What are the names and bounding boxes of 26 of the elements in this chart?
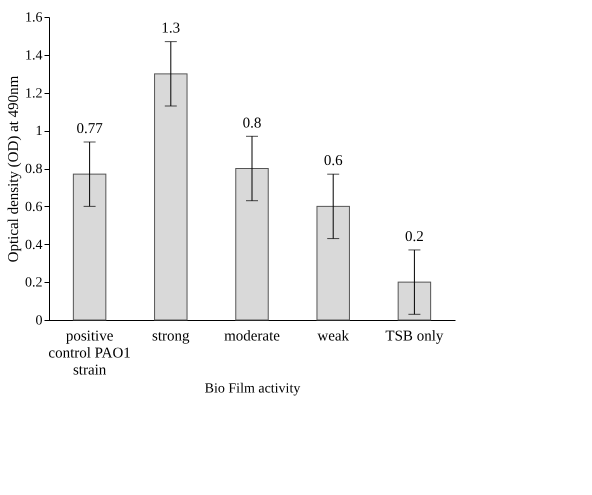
data-label: 0.6 — [324, 153, 344, 170]
bar — [398, 282, 432, 320]
data-label: 1.3 — [161, 20, 180, 37]
y-tick-label: 1.6 — [25, 10, 42, 26]
y-tick-label: 0 — [36, 314, 42, 328]
y-tick-label: 0.8 — [25, 162, 42, 177]
y-tick-label: 1.4 — [25, 48, 42, 64]
x-axis-title: Bio Film activity — [204, 382, 300, 396]
data-label: 0.2 — [405, 228, 424, 245]
bar — [154, 73, 188, 320]
x-tick-label: positive control PAO1 strain — [48, 328, 131, 378]
x-tick-label: strong — [152, 328, 190, 344]
bar — [316, 206, 350, 320]
y-axis-title: Optical density (OD) at 490nm — [6, 75, 22, 262]
bar — [235, 168, 269, 320]
bar — [72, 174, 106, 320]
x-tick-label: moderate — [224, 328, 280, 344]
y-tick-label: 0.2 — [25, 276, 42, 291]
data-label: 0.77 — [76, 120, 104, 137]
x-tick-label: weak — [317, 328, 350, 344]
y-tick-label: 1 — [36, 124, 42, 140]
x-tick-label: TSB only — [385, 328, 444, 344]
y-tick-label: 1.2 — [25, 86, 42, 102]
y-tick-label: 0.4 — [25, 238, 42, 253]
y-tick-label: 0.6 — [25, 200, 42, 215]
data-label: 0.8 — [242, 115, 262, 132]
